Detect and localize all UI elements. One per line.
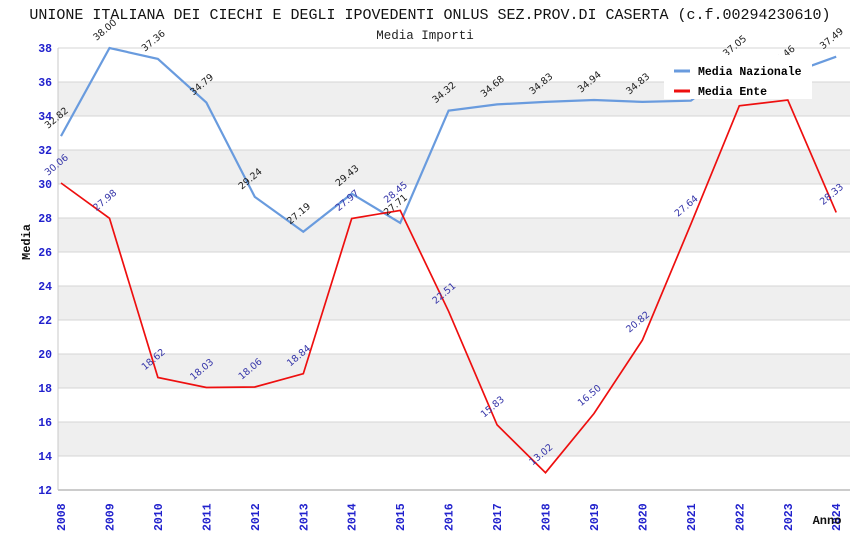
plot-band [58,184,850,218]
x-tick-label: 2008 [56,503,69,531]
plot-band [58,286,850,320]
plot-band [58,456,850,490]
x-tick-label: 2024 [831,503,844,531]
x-tick-label: 2023 [783,503,796,531]
y-tick-label: 32 [38,145,52,158]
x-tick-label: 2019 [589,503,602,531]
y-tick-label: 34 [38,111,52,124]
y-tick-label: 38 [38,43,52,56]
y-tick-label: 26 [38,247,52,260]
x-tick-label: 2015 [395,503,408,531]
y-tick-label: 36 [38,77,52,90]
legend-label-media-ente: Media Ente [698,86,767,99]
x-tick-label: 2017 [492,503,505,531]
x-tick-label: 2022 [734,503,747,531]
y-tick-label: 16 [38,417,52,430]
media-ente-line [60,99,837,474]
y-tick-label: 22 [38,315,52,328]
y-axis-title: Media [20,224,34,260]
y-tick-label: 18 [38,383,52,396]
x-tick-label: 2009 [104,503,117,531]
x-tick-label: 2014 [347,503,360,531]
chart-subtitle: Media Importi [376,29,474,43]
plot-band [58,422,850,456]
x-tick-label: 2021 [686,503,699,531]
x-tick-label: 2011 [201,503,214,531]
x-tick-label: 2016 [444,503,457,531]
legend-label-media-nazionale: Media Nazionale [698,66,802,79]
y-tick-label: 24 [38,281,52,294]
plot-band [58,354,850,388]
plot-band [58,388,850,422]
chart-title: UNIONE ITALIANA DEI CIECHI E DEGLI IPOVE… [29,7,830,24]
x-tick-label: 2013 [298,503,311,531]
plot-band [58,252,850,286]
y-tick-label: 14 [38,451,52,464]
plot-band [58,218,850,252]
x-axis-title: Anno [813,514,842,528]
y-tick-label: 28 [38,213,52,226]
plot-band [58,150,850,184]
plot-bands [58,48,850,490]
plot-band [58,116,850,150]
y-tick-label: 30 [38,179,52,192]
x-tick-label: 2012 [250,503,263,531]
x-tick-label: 2010 [153,503,166,531]
legend: Media Nazionale Media Ente [664,55,812,99]
x-tick-label: 2018 [541,503,554,531]
x-tick-label: 2020 [637,503,650,531]
y-tick-label: 12 [38,485,52,498]
y-tick-label: 20 [38,349,52,362]
